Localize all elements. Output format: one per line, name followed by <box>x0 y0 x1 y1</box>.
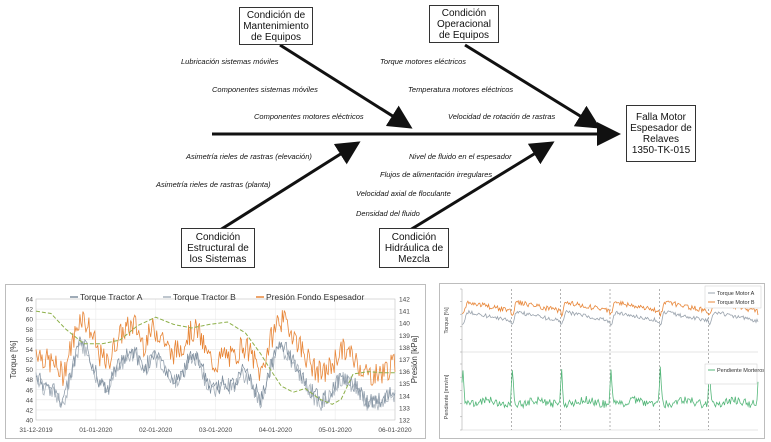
plot-frame <box>35 298 396 421</box>
y-tick-label: 40 <box>26 418 34 425</box>
y-tick-label: 48 <box>26 377 34 384</box>
category-estructural: Condición Estructural de los Sistemas <box>181 228 255 268</box>
pressure-trend-line <box>35 310 395 405</box>
y2-axis-label: Presión [kPa] <box>410 336 419 384</box>
category-hidraulica: Condición Hidráulica de Mezcla <box>379 228 449 268</box>
y-tick-label: 44 <box>26 397 34 404</box>
cause-label: Nivel de fluido en el espesador <box>409 152 512 161</box>
torque-chart: 40 42 44 46 48 50 52 54 56 58 60 62 64 132 133 134 135 13… <box>9 292 419 434</box>
bone-hidraulica <box>409 141 555 232</box>
cause-label: Velocidad axial de floculante <box>356 189 451 198</box>
cause-label: Lubricación sistemas móviles <box>181 57 279 66</box>
y2-tick-label: 136 <box>399 369 410 376</box>
series-line-torque-tractor-a <box>35 336 396 409</box>
legend-label: Torque Motor A <box>717 291 755 297</box>
motor-chart-panel: Torque [%] Pendiente [mm/m] Torque Motor A… <box>439 283 765 439</box>
y2-tick-label: 135 <box>399 381 410 388</box>
y2-tick-label: 137 <box>399 357 410 364</box>
x-tick-label: 06-01-2020 <box>378 427 412 434</box>
motor-chart: Torque [%] Pendiente [mm/m] Torque Motor A… <box>444 285 764 431</box>
legend-label: Presión Fondo Espesador <box>266 292 364 302</box>
legend-box <box>704 363 758 385</box>
y-tick-label: 56 <box>26 337 34 344</box>
x-tick-label: 01-01-2020 <box>79 427 113 434</box>
category-mantenimiento: Condición de Mantenimiento de Equipos <box>239 7 313 45</box>
y-tick-label: 52 <box>26 357 34 364</box>
y-tick-label: 62 <box>26 307 34 314</box>
category-operacional: Condición Operacional de Equipos <box>429 5 499 43</box>
y-tick-label: 50 <box>26 367 34 374</box>
fishbone-svg <box>212 43 621 232</box>
x-tick-label: 05-01-2020 <box>319 427 353 434</box>
legend-box <box>704 285 762 309</box>
head-box: Falla Motor Espesador de Relaves 1350-TK… <box>626 105 696 162</box>
y-tick-label: 60 <box>26 317 34 324</box>
y2-tick-label: 142 <box>399 297 410 304</box>
y-axis-label: Torque [%] <box>9 340 18 378</box>
y2-tick-label: 133 <box>399 405 410 412</box>
x-tick-label: 04-01-2020 <box>259 427 293 434</box>
cause-label: Densidad del fluido <box>356 209 420 218</box>
bone-operacional <box>464 43 601 129</box>
cause-label: Componentes motores eléctricos <box>254 112 364 121</box>
y-tick-label: 64 <box>26 297 34 304</box>
cause-label: Flujos de alimentación irregulares <box>380 170 493 179</box>
series-line-presion-fondo-espesador <box>35 310 396 386</box>
y-tick-label: 42 <box>26 407 34 414</box>
y2-tick-label: 140 <box>399 321 410 328</box>
bone-estructural <box>219 141 361 232</box>
series-line-torque-motor-a <box>461 309 759 326</box>
y2-tick-label: 134 <box>399 393 410 400</box>
legend-label: Pendiente Morteros <box>717 368 764 374</box>
y-tick-label: 58 <box>26 327 34 334</box>
y2-tick-label: 139 <box>399 333 410 340</box>
y-axis-label: Pendiente [mm/m] <box>444 374 450 419</box>
series-line-torque-tractor-b <box>35 340 396 411</box>
cause-label: Asimetría rieles de rastras (elevación) <box>186 152 312 161</box>
y-tick-label: 54 <box>26 347 34 354</box>
y2-tick-label: 132 <box>399 418 410 425</box>
torque-chart-panel: 40 42 44 46 48 50 52 54 56 58 60 62 64 132 133 134 135 13… <box>5 284 426 439</box>
x-tick-label: 03-01-2020 <box>199 427 233 434</box>
cause-label: Torque motores eléctricos <box>380 57 467 66</box>
series-line-torque-motor-b <box>461 299 759 318</box>
y2-tick-label: 141 <box>399 309 410 316</box>
y-axis-label: Torque [%] <box>444 307 450 334</box>
y2-tick-label: 138 <box>399 345 410 352</box>
y-tick-label: 46 <box>26 387 34 394</box>
x-tick-label: 31-12-2019 <box>19 427 53 434</box>
cause-label: Asimetría rieles de rastras (planta) <box>156 180 271 189</box>
legend-label: Torque Motor B <box>717 300 755 306</box>
cause-label: Componentes sistemas móviles <box>212 85 318 94</box>
cause-label: Velocidad de rotación de rastras <box>448 112 556 121</box>
x-tick-label: 02-01-2020 <box>139 427 173 434</box>
cause-label: Temperatura motores eléctricos <box>408 85 514 94</box>
bone-mantenimiento <box>279 43 413 129</box>
legend-label: Torque Tractor A <box>80 292 143 302</box>
legend-label: Torque Tractor B <box>173 292 236 302</box>
